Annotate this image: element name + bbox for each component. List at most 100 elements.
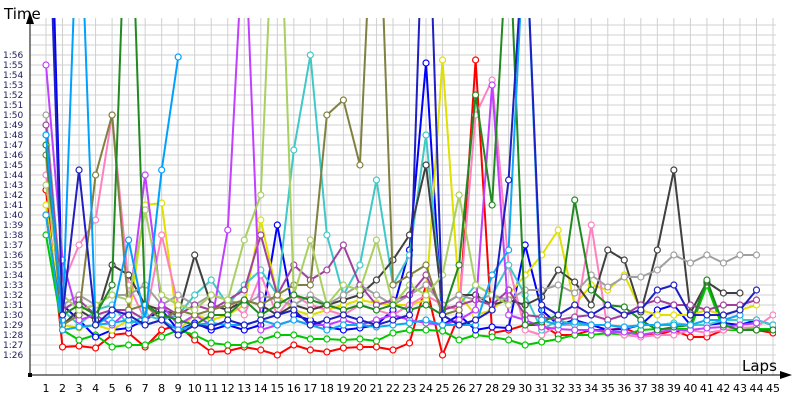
data-point (670, 301, 678, 309)
data-point (224, 226, 232, 234)
data-point (686, 333, 694, 341)
y-tick-label: 1:30 (3, 311, 23, 321)
y-tick-label: 1:56 (3, 51, 23, 61)
data-point (306, 346, 314, 354)
data-point (372, 236, 381, 244)
y-tick-label: 1:27 (3, 341, 23, 351)
data-point (290, 146, 298, 154)
data-point (42, 111, 50, 119)
x-tick-label: 20 (353, 382, 367, 395)
x-tick-label: 27 (469, 382, 483, 395)
data-point (653, 266, 661, 274)
data-point (339, 321, 348, 329)
data-point (571, 318, 579, 326)
y-tick-label: 1:33 (3, 281, 23, 291)
data-point (389, 281, 397, 289)
x-tick-label: 15 (270, 382, 284, 395)
data-point (125, 296, 133, 304)
data-point (505, 336, 513, 344)
data-point (42, 121, 50, 129)
x-tick-label: 8 (158, 382, 165, 395)
data-point (752, 326, 761, 334)
data-point (752, 296, 761, 304)
data-point (91, 216, 100, 224)
x-tick-label: 4 (92, 382, 99, 395)
series-line (45, 18, 510, 311)
data-point (488, 81, 496, 89)
data-point (620, 311, 628, 319)
data-point (620, 323, 628, 331)
data-point (290, 306, 298, 314)
data-point (125, 236, 133, 244)
data-point (752, 319, 761, 327)
data-point (240, 341, 248, 349)
x-tick-label: 39 (667, 382, 681, 395)
x-tick-label: 37 (634, 382, 648, 395)
data-point (471, 306, 480, 314)
data-point (141, 171, 149, 179)
data-point (389, 316, 397, 324)
x-tick-label: 30 (518, 382, 532, 395)
data-point (339, 311, 348, 319)
x-axis-arrow (780, 371, 792, 379)
data-point (75, 323, 83, 331)
y-tick-label: 1:35 (3, 261, 23, 271)
data-point (108, 281, 116, 289)
data-point (686, 259, 694, 267)
y-tick-label: 1:41 (3, 201, 23, 211)
data-point (141, 341, 149, 349)
data-point (736, 306, 744, 314)
data-point (372, 343, 381, 351)
data-point (571, 326, 579, 334)
data-point (42, 61, 50, 69)
x-tick-label: 14 (254, 382, 268, 395)
x-tick-label: 28 (485, 382, 499, 395)
x-tick-label: 16 (287, 382, 301, 395)
data-point (75, 301, 83, 309)
data-point (339, 344, 348, 352)
data-point (422, 131, 430, 139)
data-point (571, 289, 579, 297)
data-point (323, 335, 331, 343)
y-axis-arrow (26, 12, 34, 24)
y-tick-label: 1:34 (3, 271, 23, 281)
data-point (339, 281, 348, 289)
data-point (356, 343, 364, 351)
y-tick-label: 1:26 (3, 351, 23, 361)
data-point (686, 311, 694, 319)
data-point (637, 306, 645, 314)
data-point (505, 246, 513, 254)
series-15 (51, 18, 761, 339)
data-point (488, 306, 496, 314)
data-point (42, 181, 50, 189)
x-tick-label: 42 (716, 382, 730, 395)
y-tick-label: 1:45 (3, 161, 23, 171)
data-point (637, 331, 645, 339)
series-line (45, 18, 460, 326)
data-point (604, 328, 612, 336)
data-point (356, 261, 364, 269)
data-point (505, 324, 513, 332)
data-point (323, 111, 331, 119)
y-tick-label: 1:48 (3, 131, 23, 141)
data-point (257, 301, 265, 309)
data-point (158, 301, 166, 309)
x-tick-label: 25 (436, 382, 450, 395)
data-point (389, 329, 397, 337)
data-point (240, 311, 248, 319)
x-tick-label: 22 (386, 382, 400, 395)
data-point (422, 291, 430, 299)
data-point (240, 296, 248, 304)
data-point (158, 199, 166, 207)
data-point (323, 316, 331, 324)
data-point (554, 311, 562, 319)
y-tick-label: 1:50 (3, 111, 23, 121)
y-tick-label: 1:38 (3, 231, 23, 241)
data-point (488, 333, 496, 341)
data-point (273, 321, 281, 329)
data-point (438, 321, 447, 329)
data-point (158, 231, 166, 239)
data-point (240, 321, 248, 329)
data-point (521, 241, 529, 249)
